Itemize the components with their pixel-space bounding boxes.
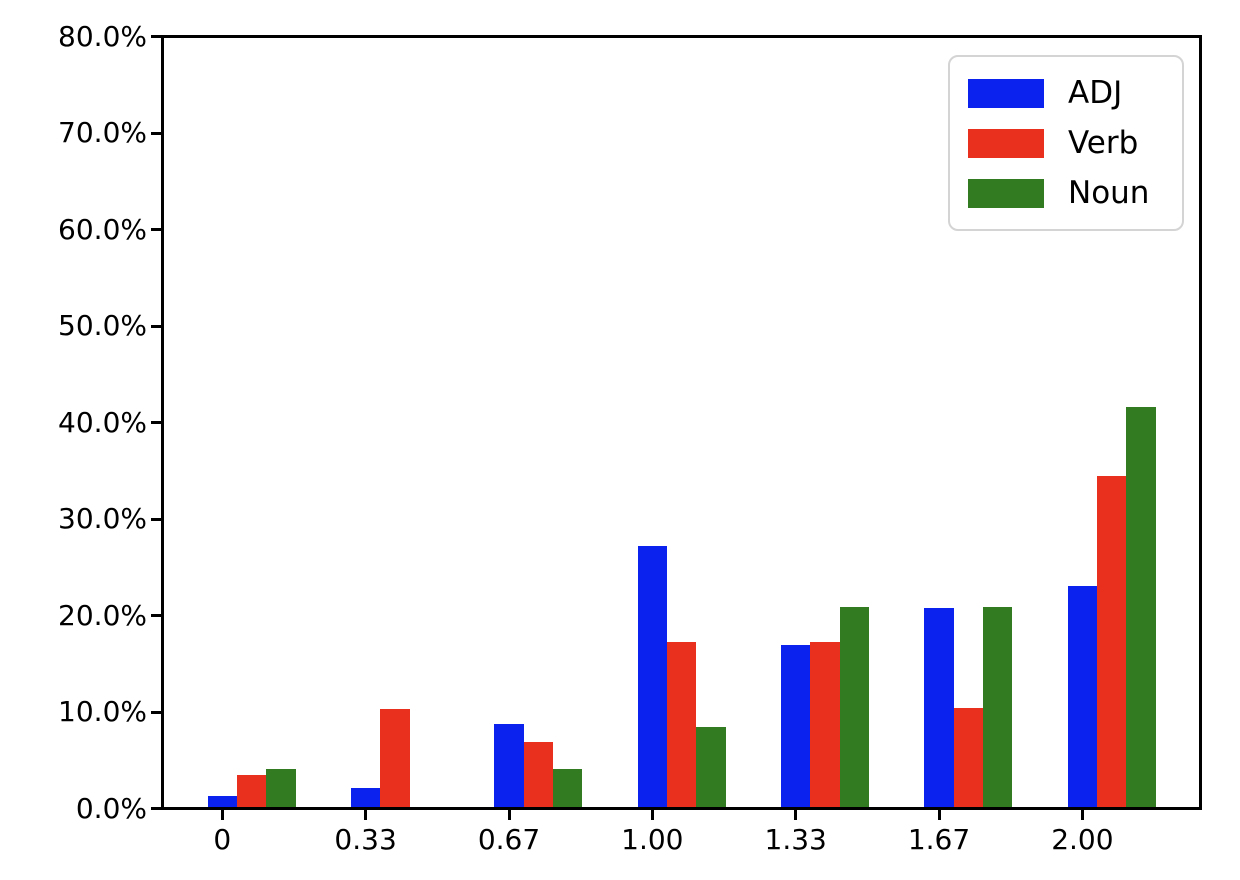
bar-adj-x0.33: [351, 787, 381, 807]
x-tick-label: 0.67: [477, 823, 541, 856]
bar-adj-x0.67: [494, 724, 524, 807]
y-tick-label: 10.0%: [58, 695, 147, 728]
bar-adj-x1.00: [637, 545, 667, 807]
legend-label-verb: Verb: [1068, 125, 1139, 161]
x-tick-label: 1.00: [621, 823, 684, 856]
legend-item-verb: Verb: [968, 125, 1164, 161]
y-tick-mark: [151, 421, 161, 424]
y-tick-label: 30.0%: [58, 502, 147, 535]
bar-adj-x1.33: [781, 644, 811, 807]
legend-swatch-verb: [968, 128, 1044, 158]
x-tick-mark: [220, 810, 224, 820]
legend-item-noun: Noun: [968, 175, 1164, 211]
x-tick-mark: [937, 810, 941, 820]
y-tick-label: 60.0%: [58, 212, 147, 246]
bar-verb-x0.67: [523, 741, 553, 807]
y-tick-mark: [151, 710, 161, 714]
legend-item-adj: ADJ: [968, 75, 1164, 111]
y-tick-mark: [151, 614, 161, 617]
bar-noun-x1.00: [696, 727, 726, 807]
legend-swatch-adj: [968, 78, 1044, 108]
y-tick-label: 40.0%: [58, 405, 147, 439]
x-tick-mark: [650, 810, 654, 820]
bar-verb-x1.67: [953, 708, 983, 807]
bar-verb-x1.33: [810, 641, 840, 807]
bar-adj-x2.00: [1067, 585, 1097, 807]
y-tick-mark: [151, 517, 161, 521]
legend: ADJ Verb Noun: [948, 55, 1184, 231]
x-tick-label: 1.33: [764, 823, 827, 856]
legend-label-noun: Noun: [1068, 175, 1150, 211]
y-tick-label: 70.0%: [58, 116, 147, 149]
y-tick-mark: [151, 324, 161, 328]
y-tick-mark: [151, 807, 161, 810]
y-tick-mark: [151, 131, 161, 135]
legend-swatch-noun: [968, 178, 1044, 208]
x-tick-label: 0.33: [334, 823, 397, 856]
y-tick-label: 20.0%: [58, 598, 147, 632]
legend-label-adj: ADJ: [1068, 75, 1123, 111]
x-tick-label: 1.67: [907, 823, 971, 856]
bar-verb-x0: [237, 775, 267, 807]
bar-noun-x0: [266, 768, 296, 807]
y-tick-label: 50.0%: [58, 309, 147, 342]
y-tick-mark: [151, 228, 161, 231]
x-tick-mark: [507, 810, 511, 820]
bar-noun-x1.67: [983, 607, 1013, 807]
x-tick-mark: [364, 810, 368, 820]
bar-adj-x1.67: [924, 608, 954, 807]
y-tick-label: 80.0%: [58, 19, 147, 53]
bar-noun-x2.00: [1126, 407, 1156, 807]
bar-noun-x1.33: [839, 607, 869, 807]
x-tick-label: 2.00: [1051, 823, 1114, 856]
x-tick-label: 0: [213, 823, 232, 856]
bar-noun-x0.67: [552, 768, 583, 807]
y-tick-mark: [151, 35, 161, 38]
x-tick-mark: [794, 810, 798, 820]
bar-verb-x2.00: [1097, 476, 1127, 807]
bar-verb-x0.33: [380, 709, 410, 807]
x-tick-mark: [1080, 810, 1084, 820]
bar-adj-x0: [207, 796, 237, 807]
y-tick-label: 0.0%: [75, 791, 147, 825]
bar-verb-x1.00: [667, 641, 697, 807]
